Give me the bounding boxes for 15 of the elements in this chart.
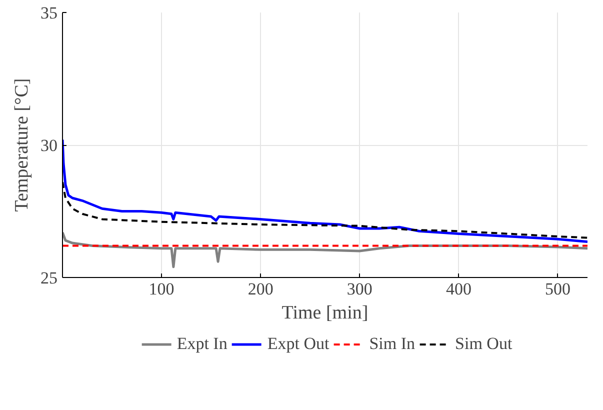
legend-label: Expt In: [176, 334, 228, 354]
line-series: [62, 138, 588, 243]
x-axis-title: Time [min]: [282, 302, 368, 324]
y-tick-label: 30: [40, 136, 58, 155]
x-tick-label: 500: [545, 280, 571, 298]
legend-label: Expt Out: [267, 334, 330, 354]
legend-label: Sim In: [369, 334, 416, 354]
x-tick-label: 100: [148, 280, 174, 298]
legend-label: Sim Out: [455, 334, 512, 354]
y-tick-label: 25: [40, 268, 58, 288]
x-tick-label: 200: [248, 280, 274, 298]
y-tick-label: 35: [40, 4, 58, 22]
x-tick-label: 400: [446, 280, 472, 298]
x-tick-label: 300: [346, 280, 372, 298]
y-axis-title: Temperature [°C]: [12, 78, 32, 212]
